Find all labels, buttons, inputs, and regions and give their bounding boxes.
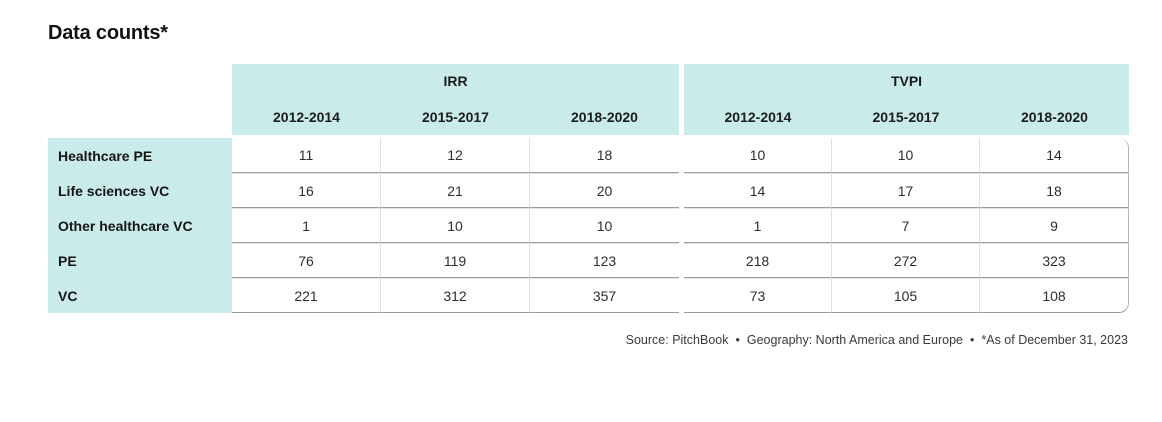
- data-cell: 10: [530, 208, 679, 243]
- data-cell: 17: [832, 173, 980, 208]
- row-label-healthcare-pe: Healthcare PE: [48, 138, 232, 173]
- column-header-irr-2012-2014: 2012-2014: [232, 98, 381, 135]
- column-header-tvpi-2012-2014: 2012-2014: [684, 98, 832, 135]
- bullet-separator: •: [969, 333, 975, 347]
- data-cell: 123: [530, 243, 679, 278]
- data-cell: 221: [232, 278, 381, 313]
- page-title: Data counts*: [48, 22, 168, 44]
- column-header-tvpi-2018-2020: 2018-2020: [980, 98, 1129, 135]
- data-cell: 9: [980, 208, 1129, 243]
- data-cell: 7: [832, 208, 980, 243]
- data-cell: 218: [684, 243, 832, 278]
- data-cell: 14: [684, 173, 832, 208]
- data-cell: 323: [980, 243, 1129, 278]
- row-label-other-healthcare-vc: Other healthcare VC: [48, 208, 232, 243]
- data-counts-table: IRR TVPI 2012-2014 2015-2017 2018-2020 2…: [48, 64, 1129, 313]
- data-cell: 16: [232, 173, 381, 208]
- group-divider: [679, 138, 684, 173]
- column-group-irr: IRR: [232, 64, 679, 98]
- data-cell: 20: [530, 173, 679, 208]
- source-note: Source: PitchBook • Geography: North Ameri…: [626, 333, 1128, 347]
- column-header-tvpi-2015-2017: 2015-2017: [832, 98, 980, 135]
- group-divider: [679, 64, 684, 135]
- column-group-tvpi: TVPI: [684, 64, 1129, 98]
- data-cell: 10: [684, 138, 832, 173]
- row-label-life-sciences-vc: Life sciences VC: [48, 173, 232, 208]
- group-divider: [679, 243, 684, 278]
- data-cell: 76: [232, 243, 381, 278]
- row-label-vc: VC: [48, 278, 232, 313]
- data-cell: 12: [381, 138, 530, 173]
- data-cell: 312: [381, 278, 530, 313]
- column-header-irr-2015-2017: 2015-2017: [381, 98, 530, 135]
- data-cell: 1: [684, 208, 832, 243]
- data-cell: 1: [232, 208, 381, 243]
- data-cell: 21: [381, 173, 530, 208]
- data-cell: 10: [832, 138, 980, 173]
- group-divider: [679, 173, 684, 208]
- bullet-separator: •: [735, 333, 740, 347]
- data-cell: 105: [832, 278, 980, 313]
- column-header-irr-2018-2020: 2018-2020: [530, 98, 679, 135]
- data-cell: 119: [381, 243, 530, 278]
- source-note-source: Source: PitchBook: [625, 333, 729, 347]
- data-cell: 272: [832, 243, 980, 278]
- source-note-asof: *As of December 31, 2023: [981, 333, 1128, 347]
- source-note-geography: Geography: North America and Europe: [746, 333, 963, 347]
- data-cell: 18: [530, 138, 679, 173]
- table-corner-spacer: [48, 64, 232, 135]
- group-divider: [679, 278, 684, 313]
- data-cell: 18: [980, 173, 1129, 208]
- row-label-pe: PE: [48, 243, 232, 278]
- data-cell: 14: [980, 138, 1129, 173]
- data-cell: 10: [381, 208, 530, 243]
- data-cell: 73: [684, 278, 832, 313]
- data-cell: 357: [530, 278, 679, 313]
- data-cell: 108: [980, 278, 1129, 313]
- data-cell: 11: [232, 138, 381, 173]
- group-divider: [679, 208, 684, 243]
